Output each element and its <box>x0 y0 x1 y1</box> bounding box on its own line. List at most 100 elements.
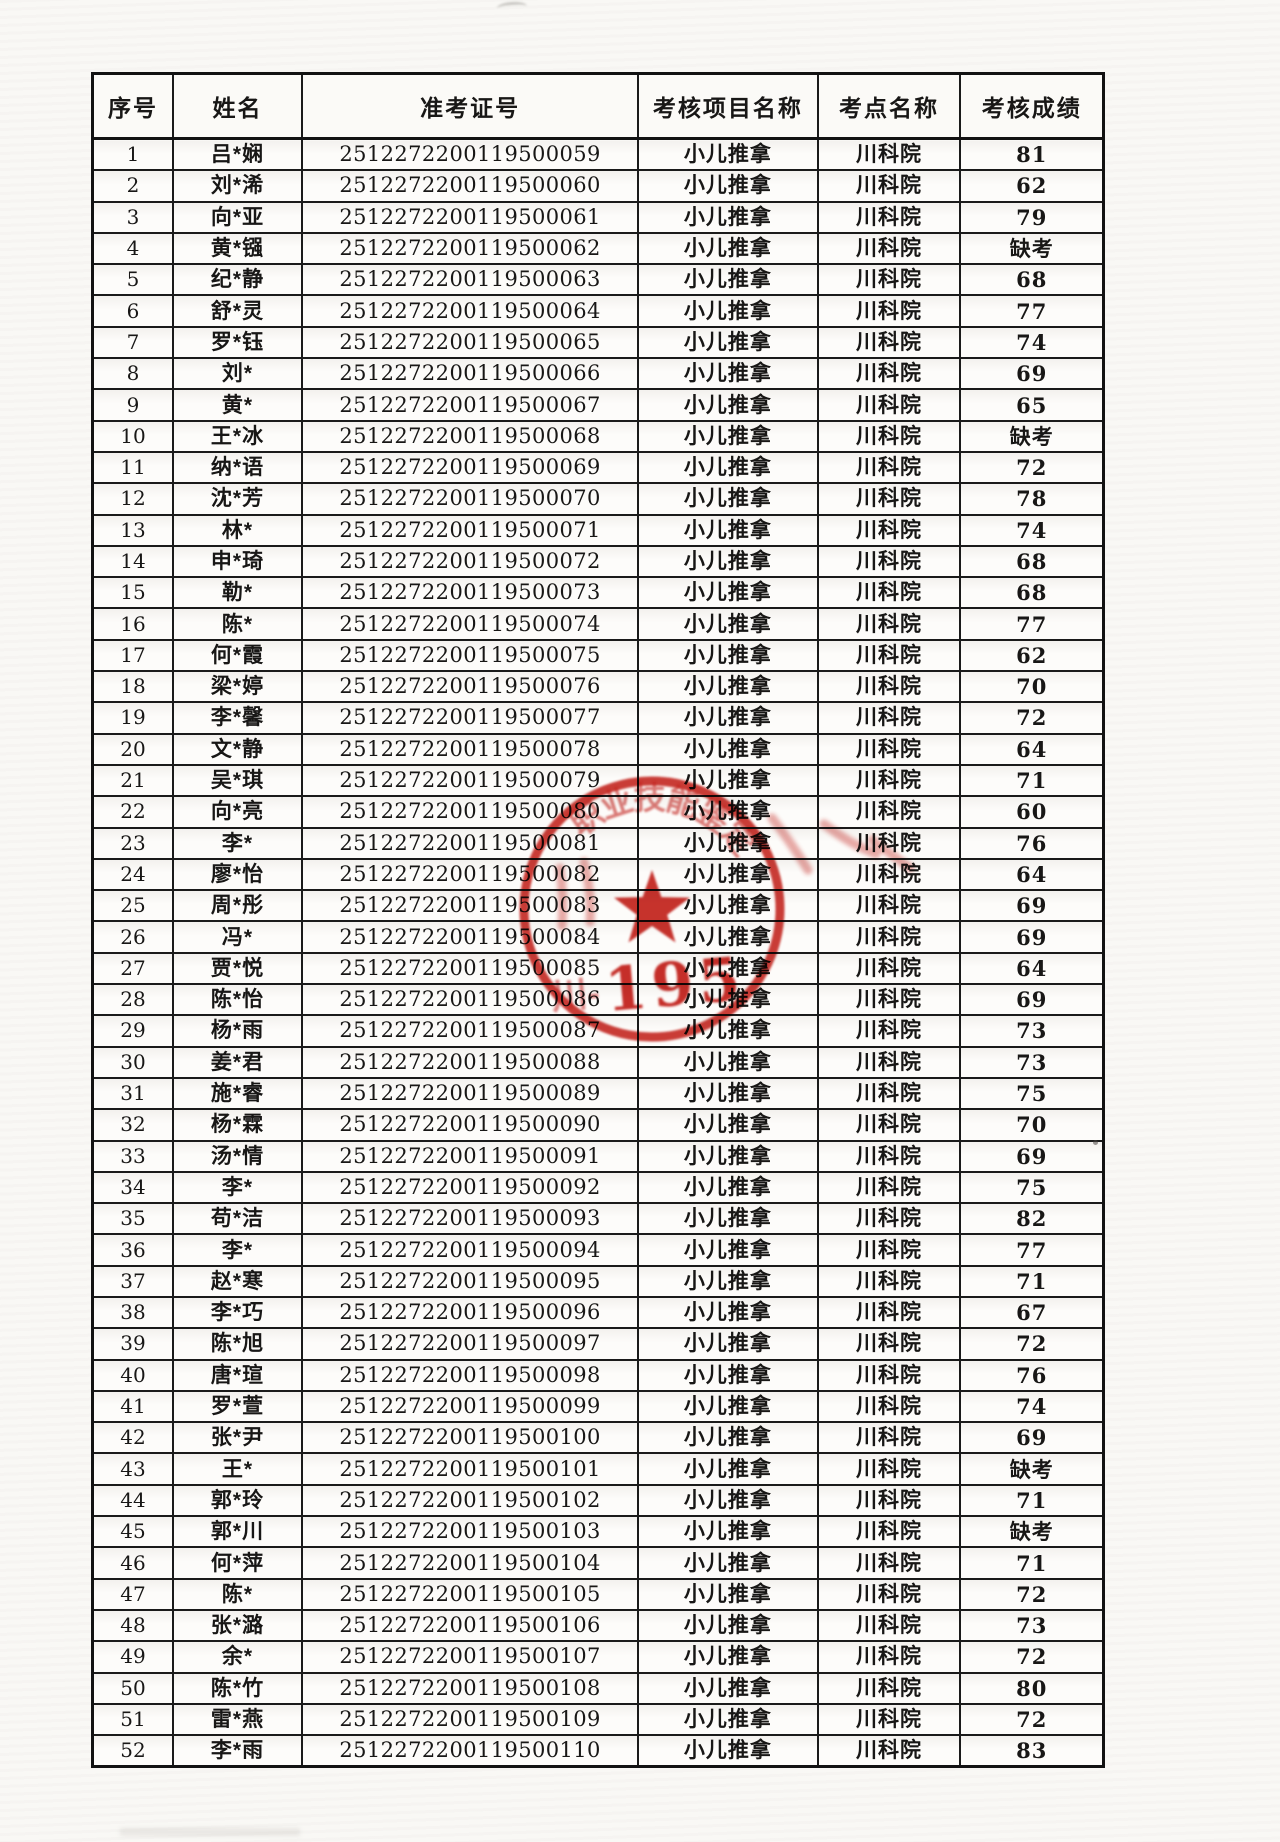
cell-seq: 49 <box>91 1640 175 1674</box>
cell-project: 小儿推拿 <box>637 983 819 1017</box>
cell-name: 余* <box>172 1640 303 1674</box>
table-row: 20 文*静 2512272200119500078 小儿推拿 川科院 64 <box>91 732 1105 766</box>
cell-ticket: 2512272200119500075 <box>300 638 640 673</box>
cell-project: 小儿推拿 <box>637 889 819 923</box>
cell-project: 小儿推拿 <box>637 1327 819 1361</box>
table-row: 44 郭*玲 2512272200119500102 小儿推拿 川科院 71 <box>91 1483 1105 1518</box>
cell-seq: 46 <box>91 1546 175 1580</box>
cell-ticket: 2512272200119500067 <box>300 388 640 422</box>
table-row: 29 杨*雨 2512272200119500087 小儿推拿 川科院 73 <box>91 1014 1105 1048</box>
cell-ticket: 2512272200119500070 <box>300 482 640 516</box>
cell-project: 小儿推拿 <box>637 1170 819 1205</box>
cell-name: 黄*镪 <box>172 231 303 266</box>
cell-name: 向*亮 <box>172 795 303 829</box>
cell-site: 川科院 <box>816 732 962 766</box>
cell-name: 罗*萱 <box>172 1389 303 1424</box>
table-row: 26 冯* 2512272200119500084 小儿推拿 川科院 69 <box>91 920 1105 954</box>
cell-site: 川科院 <box>816 1358 962 1392</box>
cell-name: 冯* <box>172 920 303 954</box>
table-row: 46 何*萍 2512272200119500104 小儿推拿 川科院 71 <box>91 1546 1105 1580</box>
cell-site: 川科院 <box>816 1108 962 1142</box>
cell-score: 76 <box>959 1358 1105 1392</box>
cell-seq: 7 <box>91 325 175 360</box>
cell-score: 缺考 <box>959 231 1105 266</box>
cell-site: 川科院 <box>816 200 962 234</box>
results-table: 序号 姓名 准考证号 考核项目名称 考点名称 考核成绩 1 吕*娴 2512272200119… <box>91 72 1105 1769</box>
cell-ticket: 2512272200119500087 <box>300 1014 640 1048</box>
cell-ticket: 2512272200119500089 <box>300 1076 640 1111</box>
cell-name: 吴*琪 <box>172 763 303 798</box>
cell-name: 何*萍 <box>172 1546 303 1580</box>
cell-score: 77 <box>959 607 1105 641</box>
table-row: 36 李* 2512272200119500094 小儿推拿 川科院 77 <box>91 1233 1105 1267</box>
cell-ticket: 2512272200119500062 <box>300 231 640 266</box>
table-row: 7 罗*钰 2512272200119500065 小儿推拿 川科院 74 <box>91 325 1105 360</box>
cell-ticket: 2512272200119500063 <box>300 263 640 297</box>
cell-project: 小儿推拿 <box>637 638 819 673</box>
table-row: 9 黄* 2512272200119500067 小儿推拿 川科院 65 <box>91 388 1105 422</box>
cell-name: 姜*君 <box>172 1045 303 1079</box>
table-row: 18 梁*婷 2512272200119500076 小儿推拿 川科院 70 <box>91 670 1105 704</box>
cell-project: 小儿推拿 <box>637 450 819 485</box>
cell-ticket: 2512272200119500085 <box>300 951 640 986</box>
table-row: 14 申*琦 2512272200119500072 小儿推拿 川科院 68 <box>91 544 1105 579</box>
cell-project: 小儿推拿 <box>637 920 819 954</box>
cell-site: 川科院 <box>816 419 962 453</box>
cell-site: 川科院 <box>816 951 962 986</box>
cell-name: 梁*婷 <box>172 670 303 704</box>
column-header-score: 考核成绩 <box>959 72 1105 140</box>
cell-name: 张*尹 <box>172 1421 303 1455</box>
cell-score: 69 <box>959 357 1105 391</box>
cell-score: 60 <box>959 795 1105 829</box>
cell-score: 68 <box>959 576 1105 610</box>
cell-seq: 17 <box>91 638 175 673</box>
cell-seq: 48 <box>91 1608 175 1643</box>
table-row: 40 唐*瑄 2512272200119500098 小儿推拿 川科院 76 <box>91 1358 1105 1392</box>
cell-score: 67 <box>959 1295 1105 1330</box>
table-row: 25 周*彤 2512272200119500083 小儿推拿 川科院 69 <box>91 889 1105 923</box>
cell-seq: 14 <box>91 544 175 579</box>
cell-name: 廖*怡 <box>172 857 303 892</box>
cell-site: 川科院 <box>816 857 962 892</box>
cell-name: 向*亚 <box>172 200 303 234</box>
cell-name: 王* <box>172 1452 303 1486</box>
cell-project: 小儿推拿 <box>637 1139 819 1173</box>
cell-site: 川科院 <box>816 1076 962 1111</box>
cell-project: 小儿推拿 <box>637 1233 819 1267</box>
cell-project: 小儿推拿 <box>637 1608 819 1643</box>
cell-name: 吕*娴 <box>172 137 303 172</box>
cell-name: 苟*洁 <box>172 1202 303 1236</box>
cell-project: 小儿推拿 <box>637 294 819 328</box>
cell-seq: 23 <box>91 826 175 860</box>
cell-seq: 37 <box>91 1264 175 1298</box>
cell-score: 72 <box>959 1327 1105 1361</box>
cell-site: 川科院 <box>816 1170 962 1205</box>
table-row: 52 李*雨 2512272200119500110 小儿推拿 川科院 83 <box>91 1734 1105 1768</box>
column-header-site: 考点名称 <box>816 72 962 140</box>
cell-score: 72 <box>959 1577 1105 1611</box>
cell-name: 何*霞 <box>172 638 303 673</box>
cell-score: 69 <box>959 1139 1105 1173</box>
cell-seq: 3 <box>91 200 175 234</box>
table-row: 2 刘*浠 2512272200119500060 小儿推拿 川科院 62 <box>91 169 1105 203</box>
cell-site: 川科院 <box>816 889 962 923</box>
cell-project: 小儿推拿 <box>637 357 819 391</box>
cell-ticket: 2512272200119500106 <box>300 1608 640 1643</box>
cell-name: 唐*瑄 <box>172 1358 303 1392</box>
cell-project: 小儿推拿 <box>637 1076 819 1111</box>
cell-ticket: 2512272200119500109 <box>300 1702 640 1737</box>
table-row: 11 纳*语 2512272200119500069 小儿推拿 川科院 72 <box>91 450 1105 485</box>
cell-site: 川科院 <box>816 1483 962 1518</box>
cell-project: 小儿推拿 <box>637 200 819 234</box>
cell-seq: 33 <box>91 1139 175 1173</box>
cell-site: 川科院 <box>816 670 962 704</box>
table-row: 16 陈* 2512272200119500074 小儿推拿 川科院 77 <box>91 607 1105 641</box>
cell-project: 小儿推拿 <box>637 1045 819 1079</box>
cell-ticket: 2512272200119500083 <box>300 889 640 923</box>
cell-ticket: 2512272200119500104 <box>300 1546 640 1580</box>
table-row: 51 雷*燕 2512272200119500109 小儿推拿 川科院 72 <box>91 1702 1105 1737</box>
cell-name: 舒*灵 <box>172 294 303 328</box>
cell-name: 郭*川 <box>172 1515 303 1549</box>
cell-name: 申*琦 <box>172 544 303 579</box>
cell-site: 川科院 <box>816 1577 962 1611</box>
